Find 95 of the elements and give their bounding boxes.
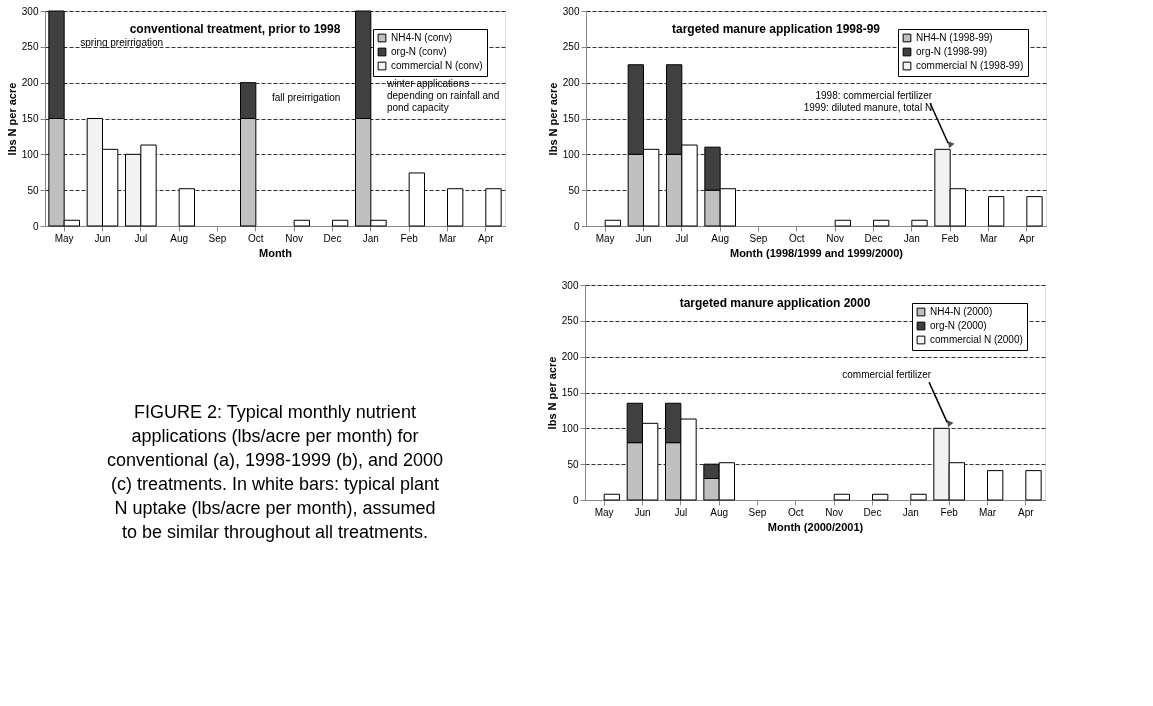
y-tick-label: 50: [27, 184, 39, 196]
x-tick-label: Aug: [710, 506, 729, 518]
x-tick-label: Jul: [674, 506, 688, 518]
text: targeted manure application 1998-99: [671, 22, 881, 36]
x-tick-label: Feb: [400, 232, 419, 244]
bar: [1026, 196, 1043, 227]
y-tick-label: 250: [562, 41, 580, 53]
annotation: spring preirrigation: [80, 37, 164, 49]
x-tick-label: Apr: [1019, 232, 1036, 244]
y-tick-label: 100: [562, 148, 580, 160]
x-axis-title: Month: [259, 246, 293, 259]
bar: [911, 219, 928, 227]
y-tick-label: 100: [21, 148, 39, 160]
y-tick-label: 150: [21, 113, 39, 124]
bar: [1025, 470, 1042, 501]
x-tick-label: Jul: [134, 232, 148, 244]
y-tick-label: 200: [562, 77, 580, 89]
annotation: commercial fertilizer: [842, 369, 932, 381]
bar: [332, 219, 349, 227]
x-tick-label: Feb: [941, 232, 960, 244]
x-tick-label: Jun: [94, 232, 111, 244]
y-tick-label: 250: [561, 315, 579, 327]
bar: [873, 219, 890, 227]
legend-label: commercial N (1998-99): [916, 60, 1024, 71]
x-tick-label: Oct: [248, 232, 264, 244]
x-tick-label: Dec: [864, 232, 883, 244]
bar: [910, 493, 927, 501]
y-tick-label: 0: [32, 220, 39, 232]
x-tick-label: Jan: [362, 232, 379, 244]
x-tick-label: Apr: [478, 232, 495, 244]
x-axis-title: Month (1998/1999 and 1999/2000): [729, 246, 904, 259]
legend-label: commercial N (conv): [391, 60, 483, 71]
x-tick-label: Mar: [979, 232, 998, 244]
y-tick-label: 300: [561, 279, 579, 291]
bar: [872, 493, 889, 501]
x-tick-label: Jul: [675, 232, 689, 244]
x-tick-label: Nov: [826, 232, 845, 244]
legend-label: org-N (2000): [930, 320, 987, 331]
x-tick-label: Dec: [323, 232, 342, 244]
legend-label: NH4-N (1998-99): [916, 32, 993, 43]
x-tick-label: Sep: [748, 506, 767, 518]
bar: [833, 493, 850, 501]
legend-label: NH4-N (conv): [391, 32, 453, 43]
x-tick-label: Aug: [170, 232, 189, 244]
x-tick-label: Nov: [825, 506, 844, 518]
y-tick-label: 0: [572, 494, 579, 506]
y-tick-label: 200: [21, 77, 39, 89]
x-axis-title: Month (2000/2001): [767, 520, 864, 533]
y-tick-label: 150: [561, 387, 579, 398]
x-tick-label: Apr: [1018, 506, 1035, 518]
x-tick-label: May: [594, 506, 614, 518]
y-tick-label: 100: [561, 422, 579, 434]
y-axis-title: lbs N per acre: [546, 82, 559, 156]
annotation: fall preirrigation: [271, 92, 341, 104]
annotation: winter applications depending on rainfall and pond capacity: [385, 78, 500, 114]
bar: [988, 196, 1005, 227]
x-tick-label: Mar: [978, 506, 997, 518]
x-tick-label: Oct: [788, 506, 804, 518]
x-tick-label: Jan: [902, 506, 919, 518]
x-tick-label: Jan: [903, 232, 920, 244]
x-tick-label: Feb: [940, 506, 959, 518]
bar: [604, 219, 621, 227]
x-tick-label: Jun: [634, 506, 651, 518]
x-tick-label: Jun: [635, 232, 652, 244]
annotation: 1998: commercial fertilizer 1999: diluted manure, total N: [803, 90, 933, 114]
caption: FIGURE 2: Typical monthly nutrient applications (lbs/acre per month) for conventional (a), 1998-1999 (b), and 2000 (c) treatments. In white bars: typical plant N uptake (lbs/acre per month), assumed to be similar throughout all treatments.: [106, 401, 444, 542]
x-tick-label: May: [595, 232, 615, 244]
bar: [834, 219, 851, 227]
y-tick-label: 50: [568, 184, 580, 196]
y-axis-title: lbs N per acre: [5, 82, 18, 156]
text: targeted manure application 2000: [679, 296, 871, 310]
text: conventional treatment, prior to 1998: [129, 22, 341, 36]
y-tick-label: 0: [573, 220, 580, 232]
bar: [987, 470, 1004, 501]
x-tick-label: Sep: [208, 232, 227, 244]
x-tick-label: May: [54, 232, 74, 244]
x-tick-label: Oct: [789, 232, 805, 244]
legend-label: org-N (1998-99): [916, 46, 988, 57]
bar: [293, 219, 310, 227]
legend-label: commercial N (2000): [930, 334, 1023, 345]
bar: [603, 493, 620, 501]
x-tick-label: Aug: [711, 232, 730, 244]
y-tick-label: 150: [562, 113, 580, 124]
y-axis-title: lbs N per acre: [545, 356, 558, 430]
legend-label: NH4-N (2000): [930, 306, 993, 317]
x-tick-label: Dec: [863, 506, 882, 518]
y-tick-label: 200: [561, 351, 579, 363]
y-tick-label: 300: [562, 5, 580, 17]
x-tick-label: Nov: [285, 232, 304, 244]
x-tick-label: Mar: [438, 232, 457, 244]
x-tick-label: Sep: [749, 232, 768, 244]
legend-label: org-N (conv): [391, 46, 447, 57]
y-tick-label: 50: [567, 458, 579, 470]
y-tick-label: 250: [21, 41, 39, 53]
y-tick-label: 300: [21, 5, 39, 17]
